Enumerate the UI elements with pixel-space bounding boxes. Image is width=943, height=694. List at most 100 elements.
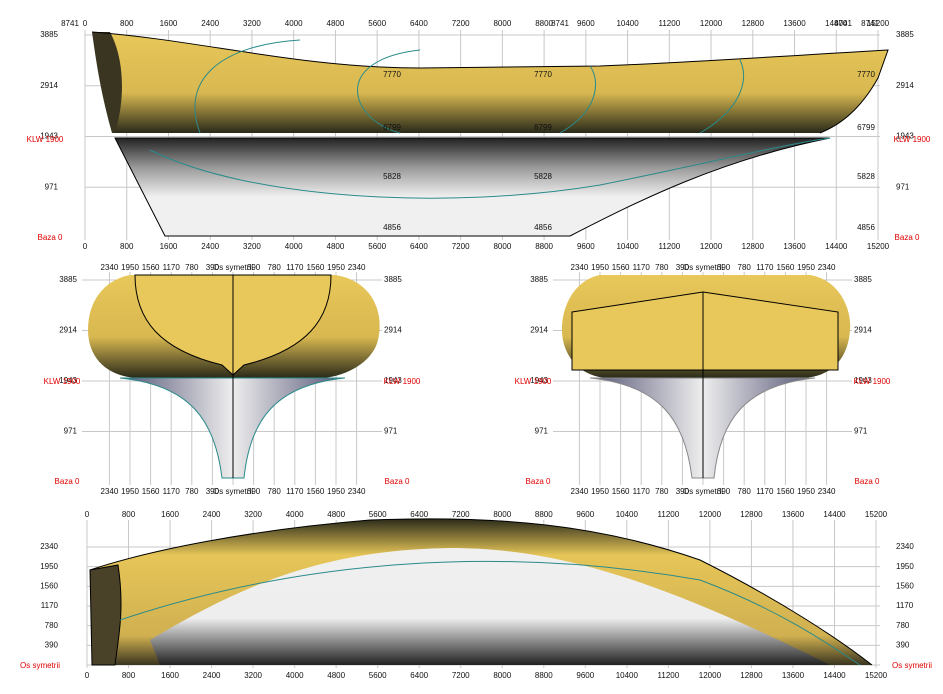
label: 1600 bbox=[160, 19, 178, 28]
label: 8000 bbox=[493, 671, 511, 680]
label: 1943 bbox=[59, 376, 77, 385]
label: 6400 bbox=[410, 671, 428, 680]
label: 8741 bbox=[551, 19, 569, 28]
label: 3885 bbox=[40, 30, 58, 39]
label: 12000 bbox=[699, 510, 722, 519]
label: 971 bbox=[535, 427, 549, 436]
label: 3200 bbox=[243, 19, 261, 28]
label: 4000 bbox=[286, 510, 304, 519]
label: 7200 bbox=[452, 242, 470, 251]
label: 1560 bbox=[612, 487, 630, 496]
label: 1560 bbox=[142, 263, 160, 272]
label: KLW 1900 bbox=[515, 377, 552, 386]
label: 2340 bbox=[818, 487, 836, 496]
label: 780 bbox=[738, 487, 752, 496]
contour bbox=[149, 137, 831, 199]
label: 9600 bbox=[577, 19, 595, 28]
label: KLW 1900 bbox=[27, 135, 64, 144]
label: 7770 bbox=[857, 70, 875, 79]
label: 3885 bbox=[384, 275, 402, 284]
label: KLW 1900 bbox=[44, 377, 81, 386]
label: 13600 bbox=[783, 19, 806, 28]
label: 2914 bbox=[59, 326, 77, 335]
label: 6799 bbox=[857, 123, 875, 132]
label: 780 bbox=[268, 487, 282, 496]
label: 6400 bbox=[410, 19, 428, 28]
deck-line bbox=[91, 31, 889, 134]
label: 4800 bbox=[327, 510, 345, 519]
label: 5600 bbox=[368, 19, 386, 28]
label: 4800 bbox=[327, 242, 345, 251]
contour bbox=[559, 65, 596, 134]
label: 8800 bbox=[535, 242, 553, 251]
label: 15200 bbox=[867, 19, 890, 28]
label: 1560 bbox=[777, 487, 795, 496]
label: 9600 bbox=[576, 671, 594, 680]
label: 1943 bbox=[384, 376, 402, 385]
label: 8000 bbox=[493, 242, 511, 251]
label: 1950 bbox=[121, 487, 139, 496]
label: 15200 bbox=[865, 671, 888, 680]
label: 6799 bbox=[383, 123, 401, 132]
label: 1560 bbox=[40, 581, 58, 590]
label: 12000 bbox=[700, 19, 723, 28]
label: 12800 bbox=[740, 510, 763, 519]
label: 11200 bbox=[658, 242, 680, 251]
label: 8741 bbox=[834, 19, 852, 28]
label: 13600 bbox=[782, 671, 805, 680]
label: 6400 bbox=[410, 510, 428, 519]
label: 14400 bbox=[823, 671, 846, 680]
label: KLW 1900 bbox=[384, 377, 421, 386]
label: 390 bbox=[717, 487, 731, 496]
label: 1600 bbox=[161, 671, 179, 680]
label: 1600 bbox=[160, 242, 178, 251]
label: 1950 bbox=[327, 263, 345, 272]
label: 971 bbox=[64, 427, 78, 436]
label: 9600 bbox=[577, 242, 595, 251]
label: Baza 0 bbox=[855, 477, 880, 486]
label: 1950 bbox=[896, 562, 914, 571]
label: Baza 0 bbox=[385, 477, 410, 486]
label: 7770 bbox=[383, 70, 401, 79]
label: 14400 bbox=[825, 242, 848, 251]
label: 3885 bbox=[530, 275, 548, 284]
label: 780 bbox=[268, 263, 282, 272]
label: 4000 bbox=[285, 242, 303, 251]
label: 971 bbox=[384, 427, 398, 436]
label: 6400 bbox=[410, 242, 428, 251]
sheer-line bbox=[89, 518, 873, 666]
label: Os symetrii bbox=[892, 661, 932, 670]
label: 8000 bbox=[493, 510, 511, 519]
label: 2400 bbox=[203, 510, 221, 519]
label: 15200 bbox=[865, 510, 888, 519]
label: 780 bbox=[896, 621, 910, 630]
label: 11200 bbox=[658, 19, 680, 28]
label: 2400 bbox=[201, 19, 219, 28]
label: 7770 bbox=[534, 70, 552, 79]
label: 3200 bbox=[244, 510, 262, 519]
label: 1950 bbox=[40, 562, 58, 571]
label: 13600 bbox=[782, 510, 805, 519]
label: 12000 bbox=[699, 671, 722, 680]
label: 2340 bbox=[348, 263, 366, 272]
label: 5828 bbox=[534, 172, 552, 181]
label: Baza 0 bbox=[38, 233, 63, 242]
label: 12000 bbox=[700, 242, 723, 251]
label: 1950 bbox=[591, 487, 609, 496]
label: 2914 bbox=[854, 326, 872, 335]
label: 1943 bbox=[530, 376, 548, 385]
label: 800 bbox=[120, 242, 134, 251]
stem bbox=[89, 564, 122, 666]
label: 2914 bbox=[530, 326, 548, 335]
bottom bbox=[150, 548, 830, 665]
label: 0 bbox=[85, 510, 90, 519]
label: 3885 bbox=[59, 275, 77, 284]
profile-view bbox=[91, 31, 889, 237]
label: 15200 bbox=[867, 242, 890, 251]
label: 2914 bbox=[40, 81, 58, 90]
label: 780 bbox=[738, 263, 752, 272]
label: 2340 bbox=[40, 542, 58, 551]
label: 1170 bbox=[286, 263, 304, 272]
label: 1560 bbox=[612, 263, 630, 272]
